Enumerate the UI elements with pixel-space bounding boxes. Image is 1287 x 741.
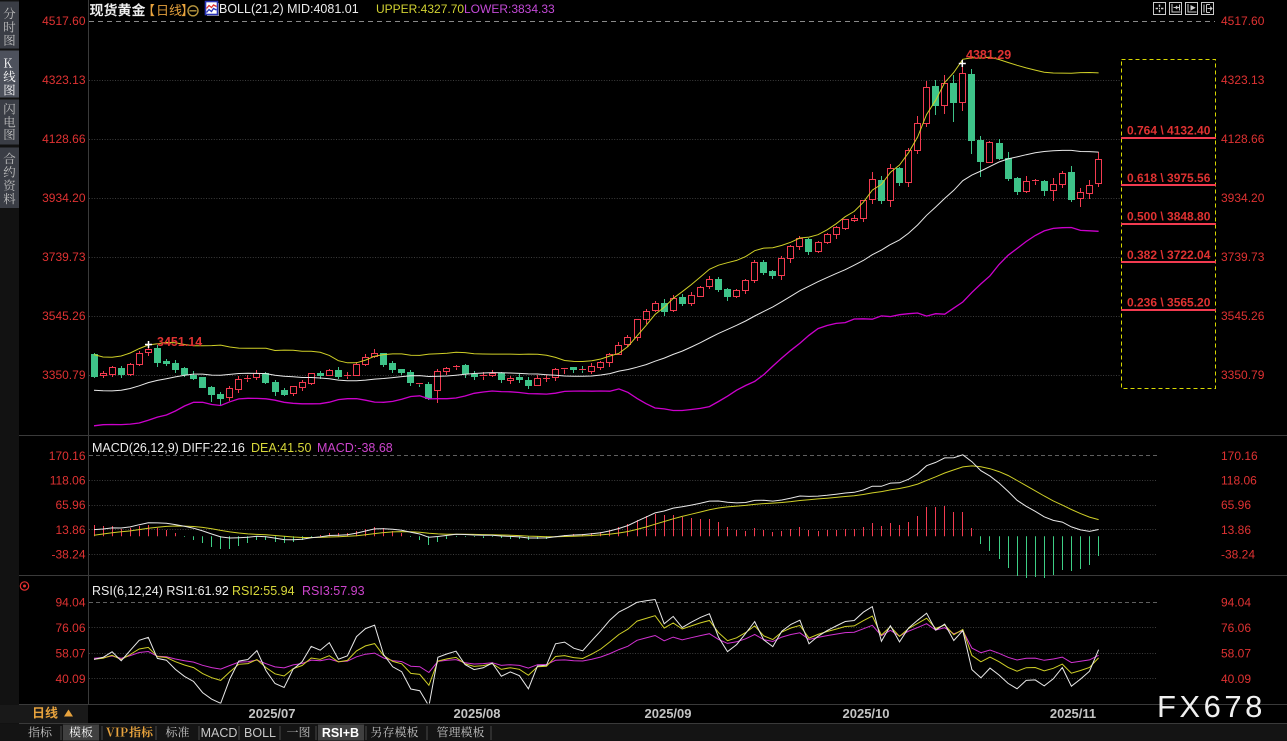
svg-text:3545.26: 3545.26 bbox=[1221, 309, 1265, 323]
svg-text:3545.26: 3545.26 bbox=[42, 309, 86, 323]
svg-text:4517.60: 4517.60 bbox=[1221, 14, 1265, 28]
svg-text:65.96: 65.96 bbox=[55, 498, 85, 512]
svg-text:-38.24: -38.24 bbox=[1221, 547, 1255, 561]
svg-text:58.07: 58.07 bbox=[55, 646, 85, 660]
svg-text:170.16: 170.16 bbox=[1221, 449, 1258, 463]
svg-text:0.618 \ 3975.56: 0.618 \ 3975.56 bbox=[1127, 171, 1211, 185]
svg-text:13.86: 13.86 bbox=[55, 523, 85, 537]
svg-text:2025/07: 2025/07 bbox=[249, 706, 296, 721]
svg-text:RSI(6,12,24) RSI1:61.92: RSI(6,12,24) RSI1:61.92 bbox=[92, 584, 229, 598]
svg-text:BOLL(21,2) MID:4081.01: BOLL(21,2) MID:4081.01 bbox=[219, 2, 359, 16]
svg-text:RSI2:55.94: RSI2:55.94 bbox=[232, 584, 295, 598]
svg-text:0.236 \ 3565.20: 0.236 \ 3565.20 bbox=[1127, 295, 1211, 309]
svg-text:3739.73: 3739.73 bbox=[1221, 250, 1265, 264]
svg-text:3350.79: 3350.79 bbox=[42, 368, 86, 382]
svg-text:0.764 \ 4132.40: 0.764 \ 4132.40 bbox=[1127, 123, 1211, 137]
svg-text:58.07: 58.07 bbox=[1221, 646, 1251, 660]
svg-text:FX678: FX678 bbox=[1157, 689, 1266, 724]
svg-text:DEA:41.50: DEA:41.50 bbox=[251, 441, 312, 455]
svg-text:94.04: 94.04 bbox=[1221, 595, 1251, 609]
svg-text:118.06: 118.06 bbox=[50, 473, 86, 487]
svg-text:MACD:-38.68: MACD:-38.68 bbox=[317, 441, 393, 455]
svg-text:3934.20: 3934.20 bbox=[1221, 191, 1265, 205]
svg-text:170.16: 170.16 bbox=[49, 449, 86, 463]
svg-text:94.04: 94.04 bbox=[55, 595, 85, 609]
svg-text:2025/10: 2025/10 bbox=[843, 706, 890, 721]
svg-text:118.06: 118.06 bbox=[1221, 473, 1257, 487]
svg-text:BOLL: BOLL bbox=[244, 726, 276, 740]
svg-text:2025/11: 2025/11 bbox=[1050, 706, 1096, 721]
svg-text:40.09: 40.09 bbox=[55, 672, 85, 686]
svg-text:4128.66: 4128.66 bbox=[42, 132, 86, 146]
svg-text:2025/09: 2025/09 bbox=[645, 706, 692, 721]
svg-text:76.06: 76.06 bbox=[55, 621, 85, 635]
svg-text:UPPER:4327.70: UPPER:4327.70 bbox=[376, 2, 464, 16]
svg-text:76.06: 76.06 bbox=[1221, 621, 1251, 635]
svg-text:3451.14: 3451.14 bbox=[157, 335, 202, 349]
svg-text:4323.13: 4323.13 bbox=[42, 73, 86, 87]
svg-text:4128.66: 4128.66 bbox=[1221, 132, 1265, 146]
svg-text:2025/08: 2025/08 bbox=[454, 706, 501, 721]
svg-text:LOWER:3834.33: LOWER:3834.33 bbox=[464, 2, 555, 16]
svg-text:3350.79: 3350.79 bbox=[1221, 368, 1265, 382]
svg-text:0.382 \ 3722.04: 0.382 \ 3722.04 bbox=[1127, 248, 1211, 262]
svg-text:RSI3:57.93: RSI3:57.93 bbox=[302, 584, 365, 598]
svg-text:3739.73: 3739.73 bbox=[42, 250, 86, 264]
svg-text:3934.20: 3934.20 bbox=[42, 191, 86, 205]
svg-text:4517.60: 4517.60 bbox=[42, 14, 86, 28]
svg-text:13.86: 13.86 bbox=[1221, 523, 1251, 537]
svg-text:-38.24: -38.24 bbox=[51, 547, 85, 561]
svg-text:0.500 \ 3848.80: 0.500 \ 3848.80 bbox=[1127, 209, 1211, 223]
svg-text:4323.13: 4323.13 bbox=[1221, 73, 1265, 87]
svg-text:40.09: 40.09 bbox=[1221, 672, 1251, 686]
svg-text:RSI+B: RSI+B bbox=[322, 726, 359, 740]
svg-text:4381.29: 4381.29 bbox=[966, 48, 1011, 62]
svg-text:MACD: MACD bbox=[201, 726, 238, 740]
svg-text:MACD(26,12,9) DIFF:22.16: MACD(26,12,9) DIFF:22.16 bbox=[92, 441, 245, 455]
svg-text:65.96: 65.96 bbox=[1221, 498, 1251, 512]
